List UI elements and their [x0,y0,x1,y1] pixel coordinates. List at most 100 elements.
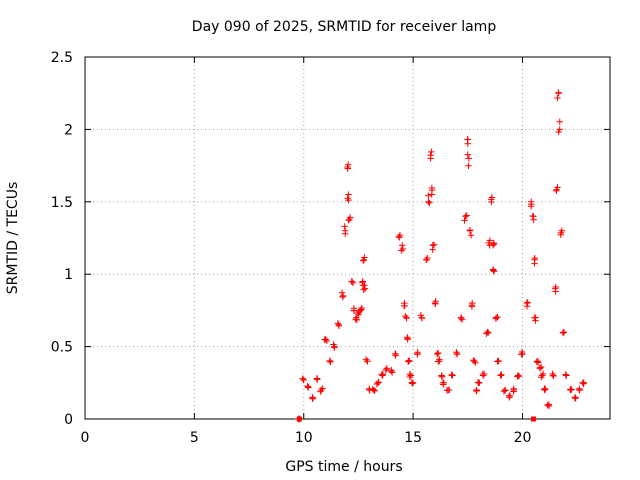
data-point [429,246,436,253]
data-point [495,357,502,365]
data-point [492,315,500,322]
data-point [432,297,439,305]
data-point [555,128,562,136]
data-point [353,316,361,324]
data-point [358,306,365,313]
plot-frame [84,56,611,420]
data-point [396,234,403,241]
data-point [309,395,316,402]
data-point [391,350,399,358]
data-point [557,229,565,236]
data-point [361,285,369,292]
data-point [323,337,331,345]
data-point [559,329,567,336]
data-point [319,385,326,392]
data-point [342,230,349,237]
y-axis-label: SRMTID / TECUs [5,182,21,295]
data-point [579,379,586,387]
data-point [530,216,537,223]
data-point [538,374,545,381]
data-point [498,371,505,378]
data-point [330,341,337,348]
data-point [361,254,368,261]
y-tick-label: 2.5 [51,50,73,66]
data-point [305,384,312,391]
data-point [350,307,358,314]
x-tick-label: 0 [81,430,90,446]
data-point [406,357,413,364]
data-point [414,349,421,356]
data-point [453,351,461,358]
data-point [407,372,415,379]
data-point [549,370,556,378]
data-point [438,373,446,380]
data-point [418,314,426,322]
data-point [398,242,406,249]
data-point [404,358,412,365]
data-point [531,260,538,267]
data-point [541,385,548,392]
data-point [556,118,563,125]
x-axis-label: GPS time / hours [285,459,402,475]
data-point [490,239,497,247]
data-point [468,303,476,310]
y-tick-label: 0 [64,412,73,428]
data-point [488,198,495,206]
data-point [402,312,409,320]
data-point [552,283,559,291]
data-point [465,162,472,169]
data-point [428,148,435,156]
data-point [400,302,408,310]
data-point [378,371,385,378]
data-points [295,89,587,423]
data-point [404,334,411,341]
data-point [374,379,382,386]
data-point [536,364,544,371]
grid-layer [85,57,610,419]
data-point [334,320,342,327]
data-point [436,356,443,363]
data-point [344,161,352,168]
x-tick-label: 5 [190,430,199,446]
data-point [523,303,531,310]
data-point [545,402,553,410]
x-tick-label: 15 [404,430,422,446]
y-tick-label: 1 [64,267,73,283]
data-point [408,379,416,386]
data-point-square [296,416,302,422]
data-point [483,330,490,337]
data-point [534,359,542,366]
data-point [464,136,471,143]
data-point [354,309,362,317]
data-point [362,356,370,363]
data-point [424,254,431,262]
data-point [554,94,561,102]
data-point [464,151,471,158]
data-point [318,386,325,394]
data-point [462,213,469,220]
data-point [465,155,473,162]
data-point [371,387,378,395]
data-point [528,201,535,208]
data-point [406,373,414,381]
data-point [466,226,474,234]
data-point [479,370,487,378]
data-point [361,281,368,289]
x-tick-label: 10 [295,430,313,446]
data-point [388,369,396,376]
data-point [532,317,539,324]
data-point [346,214,354,221]
data-point [514,372,522,379]
data-point [304,382,311,390]
data-point [375,378,382,386]
data-point [326,357,333,365]
data-point [567,386,574,393]
data-point [345,191,352,198]
data-point [313,375,321,382]
data-point [399,245,407,253]
data-point [494,313,501,321]
data-point [434,349,442,357]
data-point [553,186,560,193]
data-point [338,289,346,296]
data-point [440,381,447,388]
